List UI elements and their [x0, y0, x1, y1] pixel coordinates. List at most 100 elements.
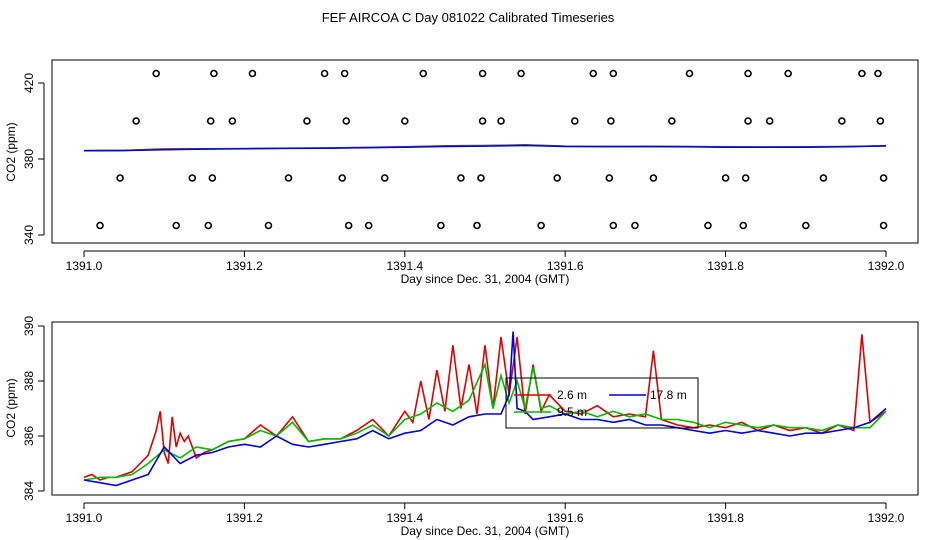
x-tick-label: 1391.8 [707, 259, 744, 273]
upper-y-axis-label: CO2 (ppm) [4, 122, 18, 181]
x-tick-label: 1391.0 [66, 259, 103, 273]
scatter-point [819, 174, 828, 182]
scatter-point [784, 69, 792, 78]
scatter-point [571, 117, 579, 125]
scatter-point [744, 69, 752, 78]
scatter-point [364, 221, 373, 230]
scatter-point [739, 221, 748, 230]
y-tick-label: 388 [22, 371, 36, 391]
scatter-point [206, 117, 215, 125]
x-tick-label: 1391.0 [66, 511, 103, 525]
scatter-point [668, 117, 676, 125]
legend: 2.6 m 17.8 m 9.5 m [505, 377, 699, 429]
chart-title: FEF AIRCOA C Day 081022 Calibrated Times… [322, 10, 615, 25]
upper-scatter-points [96, 69, 888, 230]
scatter-point [400, 117, 409, 125]
scatter-point [457, 174, 465, 182]
scatter-point [631, 221, 639, 230]
scatter-point [801, 221, 810, 230]
scatter-point [879, 174, 888, 182]
scatter-point [228, 117, 237, 125]
series-line-17-8-m [83, 331, 887, 487]
scatter-point [419, 69, 428, 78]
x-tick-label: 1392.0 [868, 259, 905, 273]
scatter-point [537, 221, 545, 230]
lower-plot-frame [51, 321, 919, 496]
y-tick-label: 420 [22, 73, 36, 93]
x-tick-label: 1391.2 [226, 511, 263, 525]
scatter-point [172, 221, 181, 230]
scatter-point [208, 174, 217, 182]
scatter-point [741, 174, 750, 182]
scatter-point [649, 174, 658, 182]
scatter-point [188, 174, 197, 182]
scatter-point [609, 221, 618, 230]
lower-y-axis-label: CO2 (ppm) [4, 378, 18, 437]
legend-box [505, 377, 699, 429]
x-tick-label: 1391.4 [386, 511, 423, 525]
legend-label-17-8m: 17.8 m [650, 388, 687, 402]
upper-x-axis-label: Day since Dec. 31, 2004 (GMT) [401, 272, 570, 286]
scatter-point [204, 221, 213, 230]
scatter-point [96, 221, 104, 230]
upper-plot-frame [51, 59, 919, 244]
scatter-point [744, 117, 752, 125]
lower-series-lines [83, 331, 887, 487]
scatter-point [765, 117, 774, 125]
scatter-point [320, 69, 329, 78]
scatter-point [874, 69, 882, 78]
scatter-point [477, 174, 485, 182]
scatter-point [473, 221, 481, 230]
scatter-point [437, 221, 445, 230]
scatter-point [858, 69, 866, 78]
y-tick-label: 384 [22, 481, 36, 501]
upper-panel: Day since Dec. 31, 2004 (GMT) CO2 (ppm) … [4, 59, 919, 286]
x-tick-label: 1391.6 [547, 259, 584, 273]
scatter-point [340, 69, 349, 78]
scatter-point [553, 174, 561, 182]
scatter-point [338, 174, 347, 182]
upper-axis-ticks: 1391.0 1391.2 1391.4 1391.6 1391.8 1392.0 340 3… [22, 73, 905, 273]
scatter-point [342, 117, 351, 125]
lower-axis-ticks: 1391.0 1391.2 1391.4 1391.6 1391.8 1392.0 384 3… [22, 316, 905, 525]
scatter-point [497, 117, 505, 125]
scatter-point [132, 117, 140, 125]
legend-label-2-6m: 2.6 m [557, 388, 587, 402]
legend-label-9-5m: 9.5 m [557, 405, 587, 419]
x-tick-label: 1391.6 [547, 511, 584, 525]
y-tick-label: 390 [22, 316, 36, 336]
scatter-point [685, 69, 694, 78]
scatter-point [876, 117, 885, 125]
lower-panel: Day since Dec. 31, 2004 (GMT) CO2 (ppm) … [4, 316, 919, 538]
series-line-2-6-m [83, 334, 887, 481]
scatter-point [152, 69, 160, 78]
scatter-point [116, 174, 124, 182]
x-tick-label: 1391.4 [386, 259, 423, 273]
scatter-point [303, 117, 311, 125]
scatter-point [589, 69, 598, 78]
scatter-point [380, 174, 389, 182]
y-tick-label: 380 [22, 149, 36, 169]
x-tick-label: 1391.8 [707, 511, 744, 525]
scatter-point [264, 221, 273, 230]
scatter-point [284, 174, 293, 182]
scatter-point [478, 117, 487, 125]
scatter-point [517, 69, 525, 78]
scatter-point [704, 221, 712, 230]
scatter-point [605, 174, 614, 182]
scatter-point [607, 117, 615, 125]
upper-series-lines [83, 144, 887, 152]
lower-x-axis-label: Day since Dec. 31, 2004 (GMT) [401, 524, 570, 538]
scatter-point [721, 174, 730, 182]
series-line-9-5-m [83, 361, 887, 481]
scatter-point [210, 69, 218, 78]
x-tick-label: 1392.0 [868, 511, 905, 525]
scatter-point [838, 117, 846, 125]
scatter-point [609, 69, 618, 78]
x-tick-label: 1391.2 [226, 259, 263, 273]
upper-series-line [83, 144, 887, 152]
y-tick-label: 340 [22, 225, 36, 245]
scatter-point [248, 69, 257, 78]
y-tick-label: 386 [22, 426, 36, 446]
